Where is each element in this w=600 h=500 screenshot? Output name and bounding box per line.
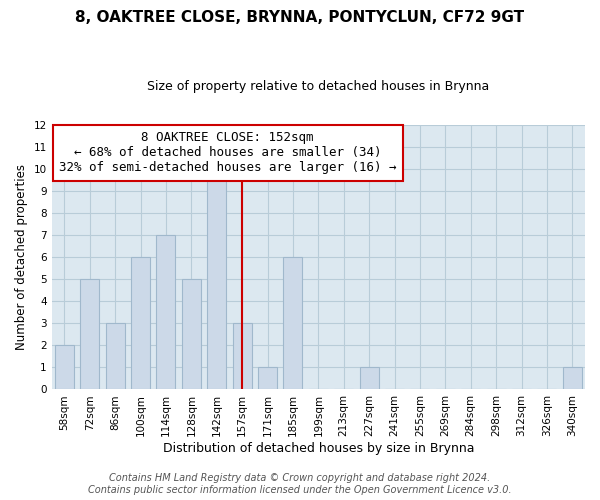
- Bar: [80, 279, 99, 390]
- Text: 8, OAKTREE CLOSE, BRYNNA, PONTYCLUN, CF72 9GT: 8, OAKTREE CLOSE, BRYNNA, PONTYCLUN, CF7…: [76, 10, 524, 25]
- Bar: [258, 368, 277, 390]
- X-axis label: Distribution of detached houses by size in Brynna: Distribution of detached houses by size …: [163, 442, 474, 455]
- Bar: [359, 368, 379, 390]
- Bar: [207, 169, 226, 390]
- Bar: [233, 324, 251, 390]
- Title: Size of property relative to detached houses in Brynna: Size of property relative to detached ho…: [147, 80, 490, 93]
- Bar: [106, 324, 125, 390]
- Bar: [55, 346, 74, 390]
- Bar: [283, 257, 302, 390]
- Bar: [563, 368, 582, 390]
- Text: Contains HM Land Registry data © Crown copyright and database right 2024.
Contai: Contains HM Land Registry data © Crown c…: [88, 474, 512, 495]
- Text: 8 OAKTREE CLOSE: 152sqm
← 68% of detached houses are smaller (34)
32% of semi-de: 8 OAKTREE CLOSE: 152sqm ← 68% of detache…: [59, 132, 397, 174]
- Bar: [157, 235, 175, 390]
- Y-axis label: Number of detached properties: Number of detached properties: [15, 164, 28, 350]
- Bar: [131, 257, 150, 390]
- Bar: [182, 279, 201, 390]
